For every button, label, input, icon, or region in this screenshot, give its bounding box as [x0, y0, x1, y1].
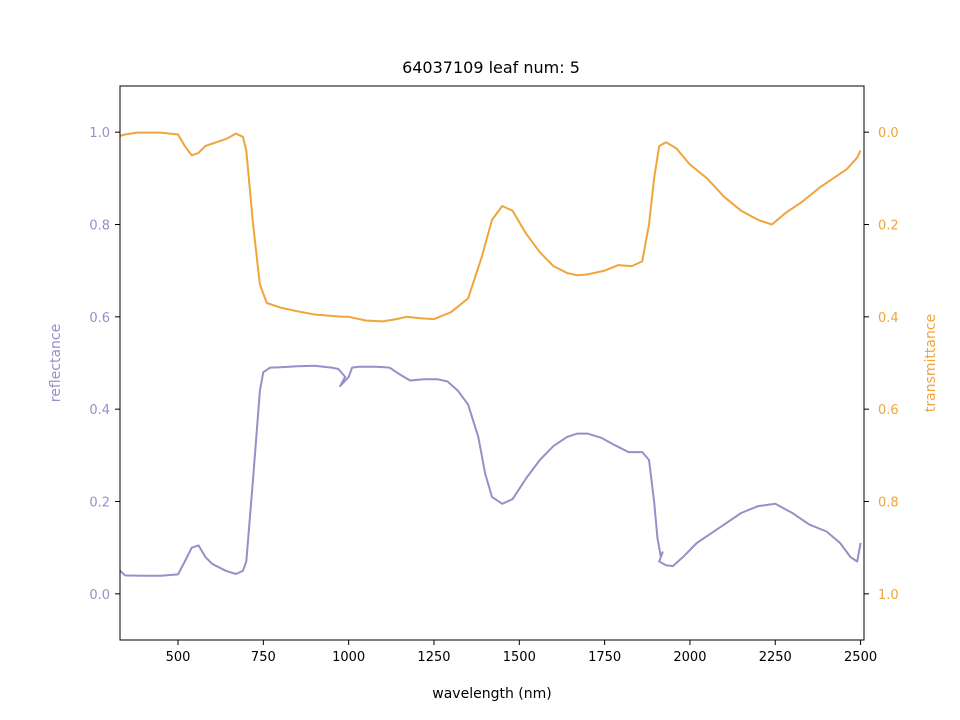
x-tick-label: 2250 — [759, 650, 792, 665]
right-y-axis-label: transmittance — [923, 314, 939, 412]
x-axis-ticks: 500 750 1000 1250 1500 1750 2000 2250 2500 — [166, 640, 877, 665]
plot-area — [119, 131, 862, 577]
plot-frame — [119, 85, 865, 641]
left-y-tick-label: 0.8 — [89, 219, 110, 234]
right-y-tick-label: 0.8 — [878, 496, 899, 511]
x-tick-label: 2000 — [673, 650, 706, 665]
x-axis-label: wavelength (nm) — [432, 686, 551, 702]
transmittance-series-line — [119, 131, 862, 323]
left-y-tick-label: 0.6 — [89, 311, 110, 326]
reflectance-series-line — [119, 364, 862, 577]
left-y-tick-label: 0.0 — [89, 588, 110, 603]
x-tick-label: 750 — [251, 650, 276, 665]
x-tick-label: 1250 — [417, 650, 450, 665]
right-y-tick-label: 0.2 — [878, 219, 899, 234]
right-y-tick-label: 1.0 — [878, 588, 899, 603]
x-tick-label: 500 — [166, 650, 191, 665]
right-y-tick-label: 0.0 — [878, 126, 899, 141]
left-y-axis-ticks: 0.0 0.2 0.4 0.6 0.8 1.0 — [89, 126, 120, 603]
x-tick-label: 1750 — [588, 650, 621, 665]
chart-title: 64037109 leaf num: 5 — [402, 58, 580, 77]
x-tick-label: 1500 — [503, 650, 536, 665]
x-tick-label: 1000 — [332, 650, 365, 665]
right-y-axis-ticks: 0.0 0.2 0.4 0.6 0.8 1.0 — [864, 126, 899, 603]
x-tick-label: 2500 — [844, 650, 877, 665]
left-y-tick-label: 0.2 — [89, 496, 110, 511]
left-y-tick-label: 1.0 — [89, 126, 110, 141]
left-y-axis-label: reflectance — [48, 324, 64, 402]
right-y-tick-label: 0.4 — [878, 311, 899, 326]
right-y-tick-label: 0.6 — [878, 403, 899, 418]
left-y-tick-label: 0.4 — [89, 403, 110, 418]
